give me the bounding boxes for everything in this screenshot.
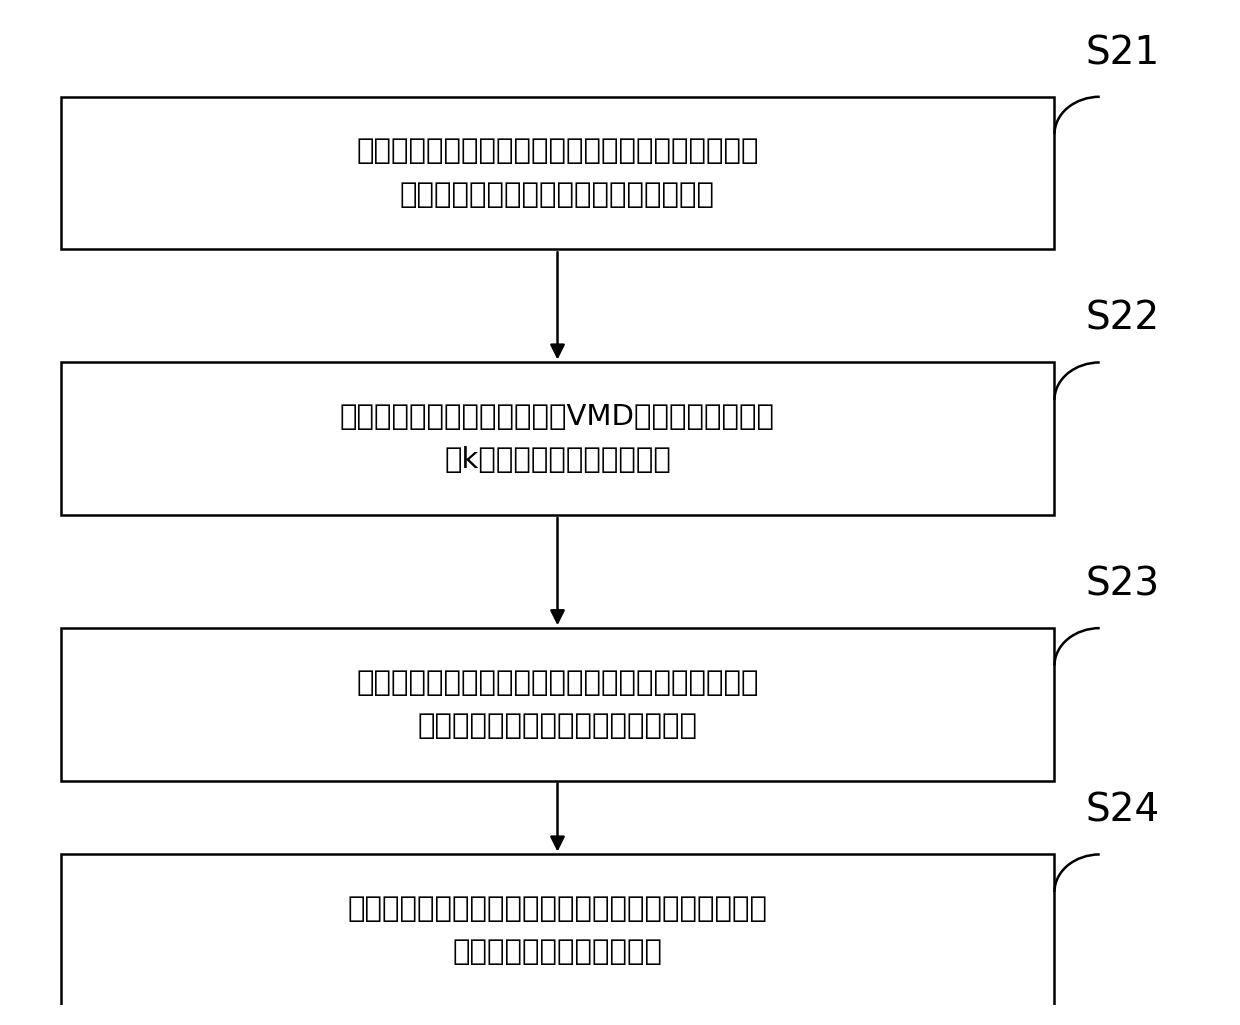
Text: S22: S22 xyxy=(1085,300,1159,338)
Bar xyxy=(61,628,1054,781)
Text: 分别对样本信号的模态分量，模态分量的中心频率，
拉格朗日乘法算子和迭代次数进行初始化: 分别对样本信号的模态分量，模态分量的中心频率， 拉格朗日乘法算子和迭代次数进行初… xyxy=(356,137,759,209)
Text: 采用混沌粒子群优化算法确定VMD算法中模态分量个
数k和二次惩罚因子的最优值: 采用混沌粒子群优化算法确定VMD算法中模态分量个 数k和二次惩罚因子的最优值 xyxy=(340,403,775,475)
Text: 若满足停止条件，则停止迭代，输出局部放电信号的分
解模态和对应的中心频率。: 若满足停止条件，则停止迭代，输出局部放电信号的分 解模态和对应的中心频率。 xyxy=(347,895,768,967)
Bar xyxy=(61,96,1054,249)
Text: S23: S23 xyxy=(1085,566,1159,604)
Text: S24: S24 xyxy=(1085,792,1159,830)
Bar xyxy=(61,855,1054,1007)
Text: 分别利用预设公式对模态分量和模态分量对应的中心
频率以及拉格朗日乘法算子进行迭代: 分别利用预设公式对模态分量和模态分量对应的中心 频率以及拉格朗日乘法算子进行迭代 xyxy=(356,668,759,740)
Text: S21: S21 xyxy=(1085,34,1159,72)
Bar xyxy=(61,363,1054,515)
